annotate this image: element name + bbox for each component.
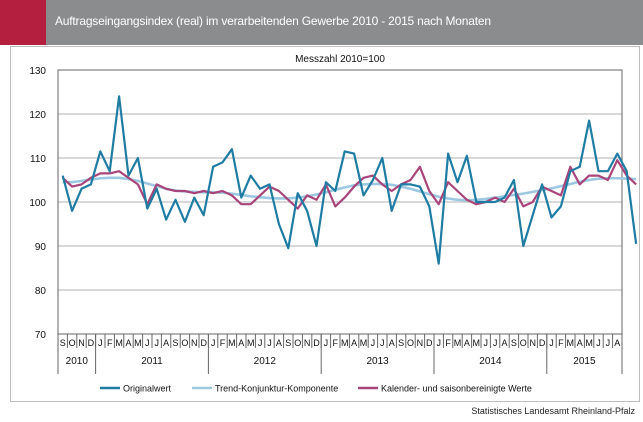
x-tick-label: O bbox=[520, 338, 527, 348]
x-tick-label: J bbox=[371, 338, 376, 348]
x-tick-label: M bbox=[115, 338, 123, 348]
x-tick-label: D bbox=[200, 338, 207, 348]
x-tick-label: J bbox=[436, 338, 441, 348]
x-tick-label: J bbox=[549, 338, 554, 348]
x-tick-label: M bbox=[473, 338, 481, 348]
y-tick-label: 90 bbox=[35, 242, 47, 253]
x-tick-label: J bbox=[596, 338, 601, 348]
x-tick-label: O bbox=[181, 338, 188, 348]
year-label: 2013 bbox=[366, 356, 389, 367]
y-tick-label: 120 bbox=[29, 110, 46, 121]
x-tick-label: D bbox=[539, 338, 546, 348]
year-label: 2010 bbox=[66, 356, 89, 367]
y-tick-label: 100 bbox=[29, 198, 46, 209]
x-tick-label: A bbox=[163, 338, 169, 348]
x-tick-label: M bbox=[454, 338, 462, 348]
x-tick-label: N bbox=[529, 338, 536, 348]
year-label: 2012 bbox=[254, 356, 277, 367]
x-tick-label: N bbox=[78, 338, 85, 348]
legend-label: Trend-Konjunktur-Komponente bbox=[215, 384, 338, 394]
year-label: 2015 bbox=[573, 356, 596, 367]
x-tick-label: A bbox=[614, 338, 620, 348]
x-tick-label: A bbox=[351, 338, 357, 348]
x-tick-label: O bbox=[69, 338, 76, 348]
x-tick-label: J bbox=[493, 338, 498, 348]
x-tick-label: J bbox=[145, 338, 150, 348]
x-tick-label: A bbox=[464, 338, 470, 348]
y-tick-label: 70 bbox=[35, 330, 47, 341]
x-tick-label: J bbox=[98, 338, 103, 348]
x-tick-label: N bbox=[304, 338, 311, 348]
x-tick-label: F bbox=[333, 338, 339, 348]
x-tick-label: F bbox=[107, 338, 113, 348]
y-tick-label: 130 bbox=[29, 66, 46, 77]
x-tick-label: O bbox=[407, 338, 414, 348]
y-tick-label: 110 bbox=[30, 154, 46, 165]
x-tick-label: M bbox=[228, 338, 236, 348]
x-tick-label: A bbox=[125, 338, 131, 348]
x-tick-label: M bbox=[567, 338, 575, 348]
x-tick-label: A bbox=[577, 338, 583, 348]
x-tick-label: M bbox=[134, 338, 142, 348]
x-tick-label: D bbox=[88, 338, 95, 348]
x-tick-label: D bbox=[426, 338, 433, 348]
x-tick-label: A bbox=[501, 338, 507, 348]
series-line-2 bbox=[62, 176, 637, 202]
source-note: Statistisches Landesamt Rheinland-Pfalz bbox=[471, 406, 635, 416]
header-accent bbox=[0, 0, 46, 45]
x-tick-label: S bbox=[285, 338, 291, 348]
x-tick-label: F bbox=[558, 338, 564, 348]
x-tick-label: S bbox=[398, 338, 404, 348]
x-tick-label: J bbox=[258, 338, 263, 348]
x-tick-label: M bbox=[341, 338, 349, 348]
year-label: 2014 bbox=[479, 356, 502, 367]
x-tick-label: J bbox=[606, 338, 611, 348]
x-tick-label: N bbox=[417, 338, 424, 348]
legend-label: Originalwert bbox=[123, 384, 172, 394]
x-tick-label: N bbox=[191, 338, 198, 348]
x-tick-label: J bbox=[211, 338, 216, 348]
chart-frame bbox=[10, 46, 640, 402]
legend-label: Kalender- und saisonbereinigte Werte bbox=[381, 384, 532, 394]
series-line-1 bbox=[61, 95, 638, 265]
x-tick-label: J bbox=[380, 338, 385, 348]
x-tick-label: J bbox=[267, 338, 272, 348]
x-tick-label: J bbox=[324, 338, 329, 348]
x-tick-label: F bbox=[445, 338, 451, 348]
x-tick-label: A bbox=[389, 338, 395, 348]
x-tick-label: J bbox=[154, 338, 159, 348]
x-tick-label: A bbox=[238, 338, 244, 348]
x-tick-label: S bbox=[511, 338, 517, 348]
year-label: 2011 bbox=[141, 356, 163, 367]
header-bar: Auftragseingangsindex (real) im verarbei… bbox=[0, 0, 643, 45]
x-tick-label: S bbox=[60, 338, 66, 348]
x-tick-label: A bbox=[276, 338, 282, 348]
x-tick-label: O bbox=[294, 338, 301, 348]
x-tick-label: F bbox=[220, 338, 226, 348]
x-tick-label: M bbox=[585, 338, 593, 348]
x-tick-label: J bbox=[483, 338, 488, 348]
y-tick-label: 80 bbox=[35, 286, 47, 297]
page-title: Auftragseingangsindex (real) im verarbei… bbox=[55, 14, 491, 28]
x-tick-label: M bbox=[360, 338, 368, 348]
x-tick-label: M bbox=[247, 338, 255, 348]
x-tick-label: D bbox=[313, 338, 320, 348]
chart-title: Messzahl 2010=100 bbox=[295, 54, 385, 65]
x-tick-label: S bbox=[172, 338, 178, 348]
